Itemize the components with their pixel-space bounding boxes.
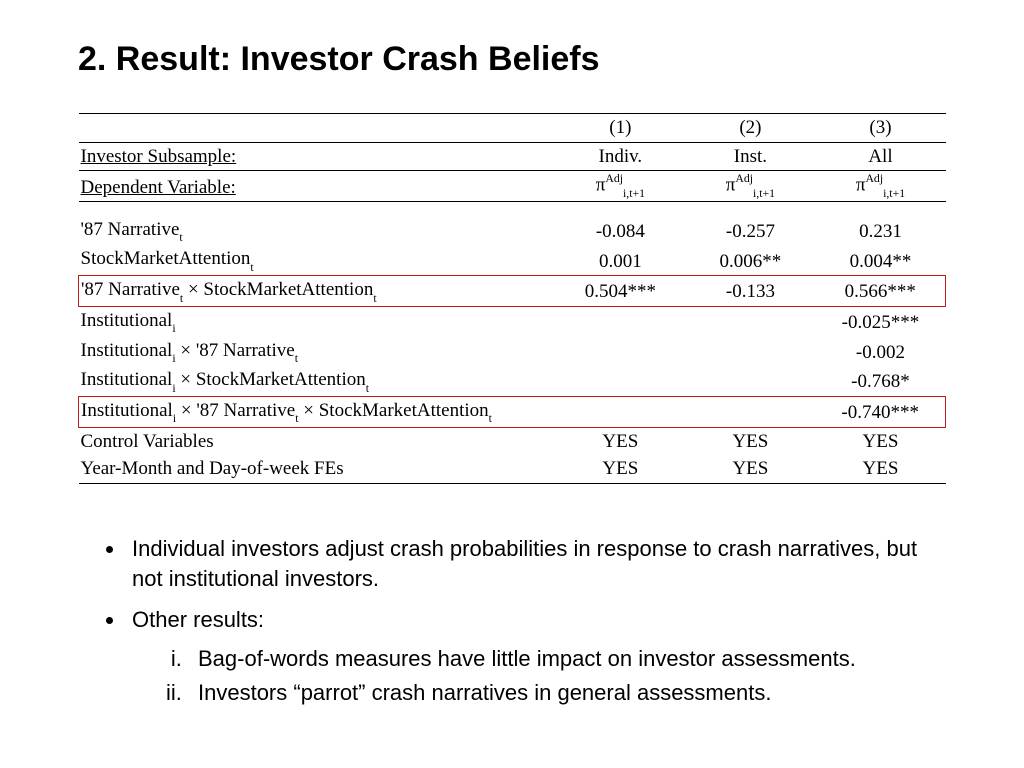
- cell: [555, 396, 685, 427]
- cell: YES: [555, 427, 685, 455]
- slide-title: 2. Result: Investor Crash Beliefs: [78, 40, 946, 79]
- cell: YES: [555, 455, 685, 483]
- depvar-cell: πAdji,t+1: [815, 171, 945, 202]
- row-label: Institutionali × '87 Narrativet × StockM…: [79, 396, 556, 427]
- cell: [555, 306, 685, 336]
- row-label: Investor Subsample:: [79, 142, 556, 171]
- cell: YES: [685, 427, 815, 455]
- cell: 0.004**: [815, 245, 945, 275]
- bullet-item: Other results: Bag-of-words measures hav…: [126, 605, 946, 704]
- row-label: Year-Month and Day-of-week FEs: [79, 455, 556, 483]
- cell: -0.084: [555, 216, 685, 246]
- cell: -0.133: [685, 276, 815, 307]
- row-label: Control Variables: [79, 427, 556, 455]
- cell: 0.504***: [555, 276, 685, 307]
- cell: [685, 306, 815, 336]
- row-label: '87 Narrativet: [79, 216, 556, 246]
- cell: 0.001: [555, 245, 685, 275]
- cell: -0.025***: [815, 306, 945, 336]
- row-label: Institutionali: [79, 306, 556, 336]
- row-label: Institutionali × StockMarketAttentiont: [79, 366, 556, 396]
- cell: -0.002: [815, 337, 945, 367]
- cell: YES: [815, 427, 945, 455]
- cell: Indiv.: [555, 142, 685, 171]
- cell: [685, 337, 815, 367]
- depvar-cell: πAdji,t+1: [685, 171, 815, 202]
- row-label: Institutionali × '87 Narrativet: [79, 337, 556, 367]
- cell: YES: [815, 455, 945, 483]
- cell: Inst.: [685, 142, 815, 171]
- regression-table: (1)(2)(3) Investor Subsample:Indiv.Inst.A…: [78, 113, 946, 484]
- row-label: Dependent Variable:: [79, 171, 556, 202]
- bullet-label: Other results:: [132, 607, 264, 632]
- cell: 0.231: [815, 216, 945, 246]
- bullet-list: Individual investors adjust crash probab…: [78, 534, 946, 704]
- cell: 0.566***: [815, 276, 945, 307]
- col-header: (3): [815, 114, 945, 143]
- cell: 0.006**: [685, 245, 815, 275]
- sub-bullet-item: Investors “parrot” crash narratives in g…: [188, 678, 946, 708]
- cell: [685, 366, 815, 396]
- cell: -0.768*: [815, 366, 945, 396]
- cell: [685, 396, 815, 427]
- cell: [555, 337, 685, 367]
- cell: All: [815, 142, 945, 171]
- depvar-cell: πAdji,t+1: [555, 171, 685, 202]
- cell: -0.740***: [815, 396, 945, 427]
- col-header: (2): [685, 114, 815, 143]
- cell: YES: [685, 455, 815, 483]
- row-label: '87 Narrativet × StockMarketAttentiont: [79, 276, 556, 307]
- col-header: (1): [555, 114, 685, 143]
- bullet-item: Individual investors adjust crash probab…: [126, 534, 946, 593]
- sub-bullet-item: Bag-of-words measures have little impact…: [188, 644, 946, 674]
- cell: [555, 366, 685, 396]
- sub-bullet-list: Bag-of-words measures have little impact…: [132, 644, 946, 707]
- row-label: StockMarketAttentiont: [79, 245, 556, 275]
- cell: -0.257: [685, 216, 815, 246]
